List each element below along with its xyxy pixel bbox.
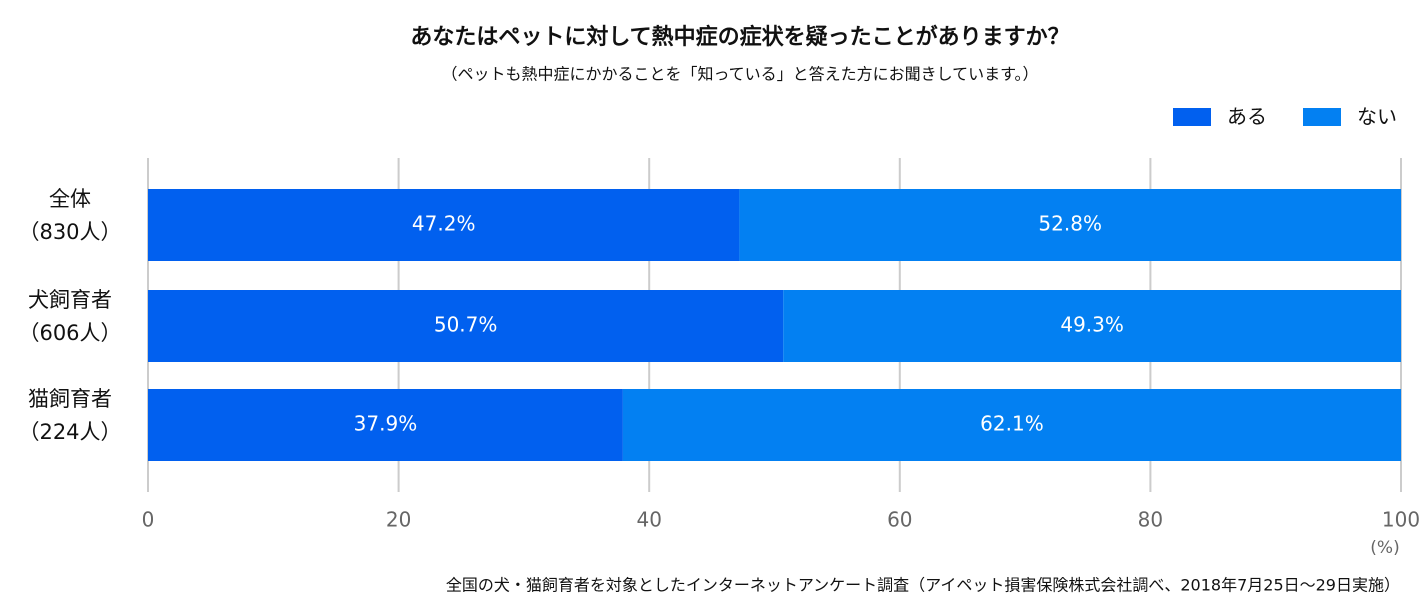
category-count: （606人） [18, 321, 121, 345]
value-label: 62.1% [980, 412, 1044, 436]
category-count: （224人） [18, 420, 121, 444]
bar-segment [148, 290, 784, 362]
value-label: 49.3% [1060, 313, 1124, 337]
x-tick-label: 20 [386, 508, 411, 532]
x-tick-label: 0 [142, 508, 155, 532]
category-label: 全体 [49, 187, 91, 211]
legend-swatch [1303, 108, 1341, 126]
category-count: （830人） [18, 220, 121, 244]
category-label: 猫飼育者 [28, 387, 112, 411]
value-label: 50.7% [434, 313, 498, 337]
legend-label: ある [1227, 105, 1267, 129]
value-label: 47.2% [412, 212, 476, 236]
bar-segment [148, 189, 740, 261]
x-tick-label: 40 [636, 508, 661, 532]
x-unit: (%) [1370, 538, 1399, 558]
legend-label: ない [1357, 105, 1397, 129]
chart-subtitle: （ペットも熱中症にかかることを「知っている」と答えた方にお聞きしています。） [441, 65, 1038, 84]
x-tick-label: 60 [887, 508, 912, 532]
chart-title: あなたはペットに対して熱中症の症状を疑ったことがありますか？ [410, 24, 1069, 50]
x-tick-label: 80 [1138, 508, 1163, 532]
x-tick-label: 100 [1382, 508, 1420, 532]
bar-segment [739, 189, 1401, 261]
legend-swatch [1173, 108, 1211, 126]
category-label: 犬飼育者 [28, 288, 112, 312]
bar-segment [148, 389, 623, 461]
value-label: 52.8% [1038, 212, 1102, 236]
bar-segment [783, 290, 1401, 362]
source-note: 全国の犬・猫飼育者を対象としたインターネットアンケート調査（アイペット損害保険株… [446, 576, 1400, 595]
bar-segment [622, 389, 1401, 461]
value-label: 37.9% [354, 412, 418, 436]
